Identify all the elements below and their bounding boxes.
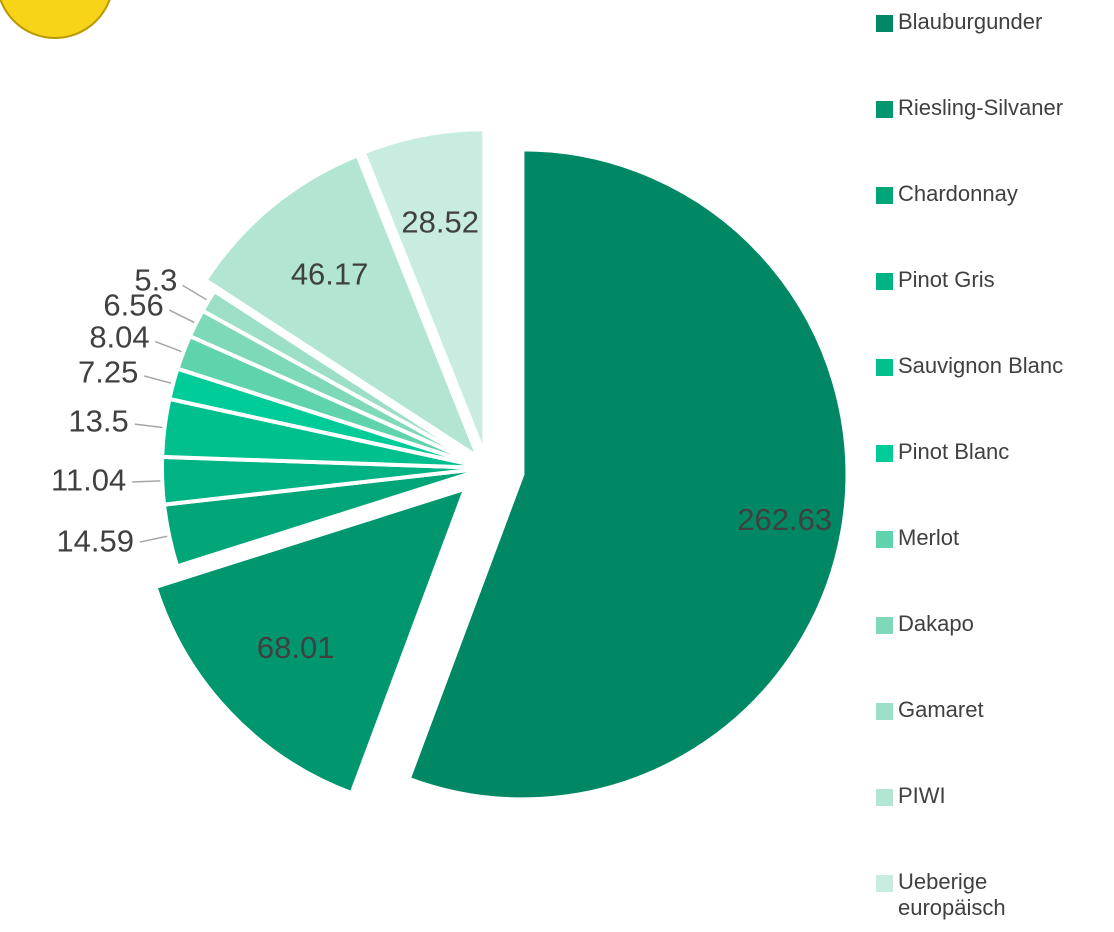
legend-item: Chardonnay [876, 178, 1112, 264]
legend-label: Merlot [898, 525, 960, 550]
legend-label: Dakapo [898, 611, 974, 636]
legend-item: Pinot Gris [876, 264, 1112, 350]
legend-swatch [876, 703, 893, 720]
legend-swatch [876, 875, 893, 892]
legend-label: Chardonnay [898, 181, 1018, 206]
legend: Blauburgunder Riesling-Silvaner Chardonnay… [876, 6, 1112, 932]
legend-swatch [876, 445, 893, 462]
pie-slice [202, 152, 483, 463]
data-label: 6.56 [103, 287, 163, 322]
leader-line [182, 284, 207, 301]
pie-slice [361, 127, 487, 455]
leader-line [132, 480, 161, 483]
legend-label: Ueberige europäisch [898, 869, 1006, 920]
data-label: 14.59 [56, 523, 134, 558]
legend-swatch [876, 617, 893, 634]
legend-label: Blauburgunder [898, 9, 1043, 34]
logo [0, 0, 111, 39]
pie-slice [406, 147, 850, 802]
data-label: 8.04 [89, 320, 149, 355]
legend-label: Pinot Gris [898, 267, 995, 292]
leader-line [155, 340, 182, 353]
legend-item: Gamaret [876, 694, 1112, 780]
pie-slice [199, 288, 489, 470]
pie-slice [152, 485, 469, 796]
legend-label: Riesling-Silvaner [898, 95, 1064, 120]
data-label: 7.25 [78, 355, 138, 390]
legend-swatch [876, 531, 893, 548]
legend-swatch [876, 187, 893, 204]
legend-item: PIWI [876, 780, 1112, 866]
legend-swatch [876, 101, 893, 118]
data-label: 11.04 [51, 462, 126, 497]
leader-line [134, 423, 163, 429]
legend-item: Sauvignon Blanc [876, 350, 1112, 436]
data-label: 68.01 [257, 630, 335, 665]
legend-item: Dakapo [876, 608, 1112, 694]
leader-line [143, 375, 172, 384]
legend-item: Merlot [876, 522, 1112, 608]
legend-item: Blauburgunder [876, 6, 1112, 92]
data-label: 46.17 [291, 257, 369, 292]
legend-swatch [876, 273, 893, 290]
data-label: 13.5 [68, 404, 128, 439]
legend-swatch [876, 789, 893, 806]
legend-swatch [876, 15, 893, 32]
legend-item: Pinot Blanc [876, 436, 1112, 522]
legend-label: Gamaret [898, 697, 984, 722]
legend-label: PIWI [898, 783, 946, 808]
legend-label: Pinot Blanc [898, 439, 1010, 464]
data-label: 5.3 [134, 262, 177, 297]
leader-line [139, 535, 168, 543]
legend-item: Ueberige europäisch [876, 866, 1112, 932]
data-label: 262.63 [737, 502, 832, 537]
legend-label: Sauvignon Blanc [898, 353, 1064, 378]
legend-swatch [876, 359, 893, 376]
leader-line [168, 309, 195, 324]
data-label: 28.52 [401, 205, 479, 240]
legend-item: Riesling-Silvaner [876, 92, 1112, 178]
